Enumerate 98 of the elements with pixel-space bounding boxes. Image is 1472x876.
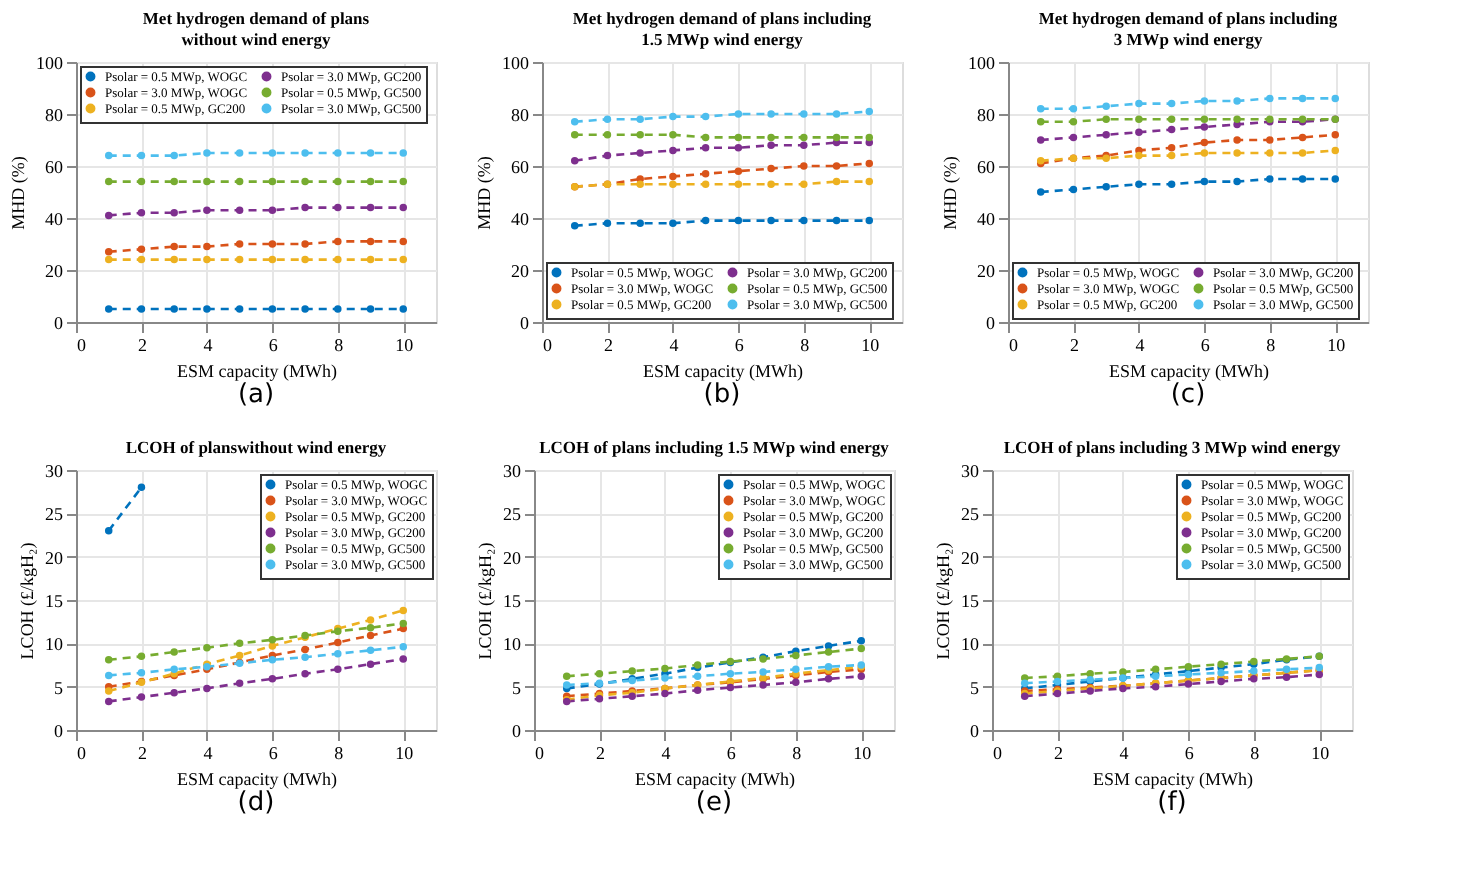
x-tick-label: 4	[203, 335, 214, 355]
x-tick-label: 10	[395, 335, 415, 355]
chart-title: Met hydrogen demand of plans including 3 MWp wind energy	[1038, 8, 1339, 49]
text: (d)	[237, 788, 275, 818]
chart-title: LCOH of plans including 3 MWp wind energy	[1003, 437, 1342, 457]
text: (e)	[695, 788, 733, 818]
y-tick-label: 60	[511, 157, 530, 177]
y-tick-label: 15	[45, 591, 64, 611]
y-tick-label: 5	[970, 677, 980, 698]
text: (c)	[1170, 380, 1206, 410]
x-tick-label: 6	[268, 743, 279, 763]
y-tick-label: 10	[961, 634, 980, 655]
x-tick-label: 6	[734, 335, 745, 355]
y-tick-label: 20	[45, 547, 64, 568]
y-axis-title: LCOH (£/kgH₂)	[17, 542, 37, 660]
y-tick-label: 100	[502, 53, 530, 73]
y-tick-label: 10	[503, 634, 522, 655]
x-tick-label: 6	[726, 743, 737, 763]
x-tick-label: 0	[77, 335, 87, 355]
text: (a)	[237, 380, 275, 410]
x-tick-label: 2	[595, 743, 605, 763]
y-tick-label: 60	[45, 157, 64, 177]
x-tick-label: 10	[395, 743, 415, 763]
chart-title: Met hydrogen demand of plans including 1.5 MWp wind energy	[572, 8, 873, 49]
x-tick-label: 0	[77, 743, 87, 763]
y-tick-label: 10	[45, 634, 64, 655]
y-tick-label: 0	[986, 313, 996, 333]
y-axis-title: MHD (%)	[474, 156, 494, 230]
x-tick-label: 0	[535, 743, 545, 763]
y-tick-label: 0	[970, 721, 980, 741]
y-tick-label: 20	[511, 261, 530, 281]
text: (b)	[703, 380, 741, 410]
y-tick-label: 5	[512, 677, 522, 698]
y-tick-label: 60	[977, 157, 996, 177]
y-tick-label: 15	[503, 591, 522, 611]
x-tick-label: 8	[800, 335, 811, 355]
x-tick-label: 8	[334, 335, 345, 355]
y-tick-label: 0	[512, 721, 522, 741]
y-axis-title: MHD (%)	[940, 156, 960, 230]
x-tick-label: 10	[853, 743, 873, 763]
x-tick-label: 2	[1053, 743, 1063, 763]
x-tick-label: 4	[1119, 743, 1130, 763]
text: (f)	[1157, 788, 1187, 818]
y-tick-label: 5	[54, 677, 64, 698]
x-tick-label: 4	[203, 743, 214, 763]
x-tick-label: 4	[661, 743, 672, 763]
x-axis-title: ESM capacity (MWh)	[177, 361, 337, 381]
x-tick-label: 0	[1009, 335, 1019, 355]
y-tick-label: 40	[977, 209, 996, 229]
x-tick-label: 2	[137, 743, 147, 763]
y-tick-label: 80	[45, 105, 64, 125]
y-tick-label: 20	[45, 261, 64, 281]
x-axis-title: ESM capacity (MWh)	[635, 769, 795, 789]
y-tick-label: 30	[503, 461, 522, 481]
y-tick-label: 25	[961, 504, 980, 525]
y-tick-label: 40	[45, 209, 64, 229]
x-axis-title: ESM capacity (MWh)	[1093, 769, 1253, 789]
x-axis-title: ESM capacity (MWh)	[177, 769, 337, 789]
x-tick-label: 6	[1184, 743, 1195, 763]
y-tick-label: 100	[968, 53, 996, 73]
y-tick-label: 20	[977, 261, 996, 281]
x-tick-label: 8	[792, 743, 803, 763]
x-tick-label: 10	[1311, 743, 1331, 763]
x-tick-label: 6	[1200, 335, 1211, 355]
x-tick-label: 8	[1250, 743, 1261, 763]
y-tick-label: 0	[54, 721, 64, 741]
y-tick-label: 15	[961, 591, 980, 611]
x-tick-label: 8	[1266, 335, 1277, 355]
y-tick-label: 30	[961, 461, 980, 481]
chart-title: LCOH of plans including 1.5 MWp wind energy	[539, 437, 891, 457]
y-tick-label: 0	[54, 313, 64, 333]
y-axis-title: LCOH (£/kgH₂)	[933, 542, 953, 660]
chart-title: LCOH of planswithout wind energy	[125, 437, 388, 457]
x-tick-label: 0	[543, 335, 553, 355]
x-tick-label: 4	[669, 335, 680, 355]
y-tick-label: 40	[511, 209, 530, 229]
y-tick-label: 25	[503, 504, 522, 525]
y-tick-label: 80	[511, 105, 530, 125]
x-tick-label: 4	[1135, 335, 1146, 355]
y-tick-label: 0	[520, 313, 530, 333]
y-tick-label: 30	[45, 461, 64, 481]
x-axis-title: ESM capacity (MWh)	[643, 361, 803, 381]
x-tick-label: 2	[1069, 335, 1079, 355]
y-tick-label: 25	[45, 504, 64, 525]
x-tick-label: 8	[334, 743, 345, 763]
x-tick-label: 10	[1327, 335, 1347, 355]
y-axis-title: LCOH (£/kgH₂)	[475, 542, 495, 660]
y-tick-label: 20	[961, 547, 980, 568]
x-tick-label: 10	[861, 335, 881, 355]
x-axis-title: ESM capacity (MWh)	[1109, 361, 1269, 381]
y-axis-title: MHD (%)	[8, 156, 28, 230]
y-tick-label: 20	[503, 547, 522, 568]
chart-title: Met hydrogen demand of plans without wind energy	[142, 8, 371, 49]
x-tick-label: 2	[603, 335, 613, 355]
y-tick-label: 80	[977, 105, 996, 125]
x-tick-label: 2	[137, 335, 147, 355]
y-tick-label: 100	[36, 53, 64, 73]
x-tick-label: 6	[268, 335, 279, 355]
